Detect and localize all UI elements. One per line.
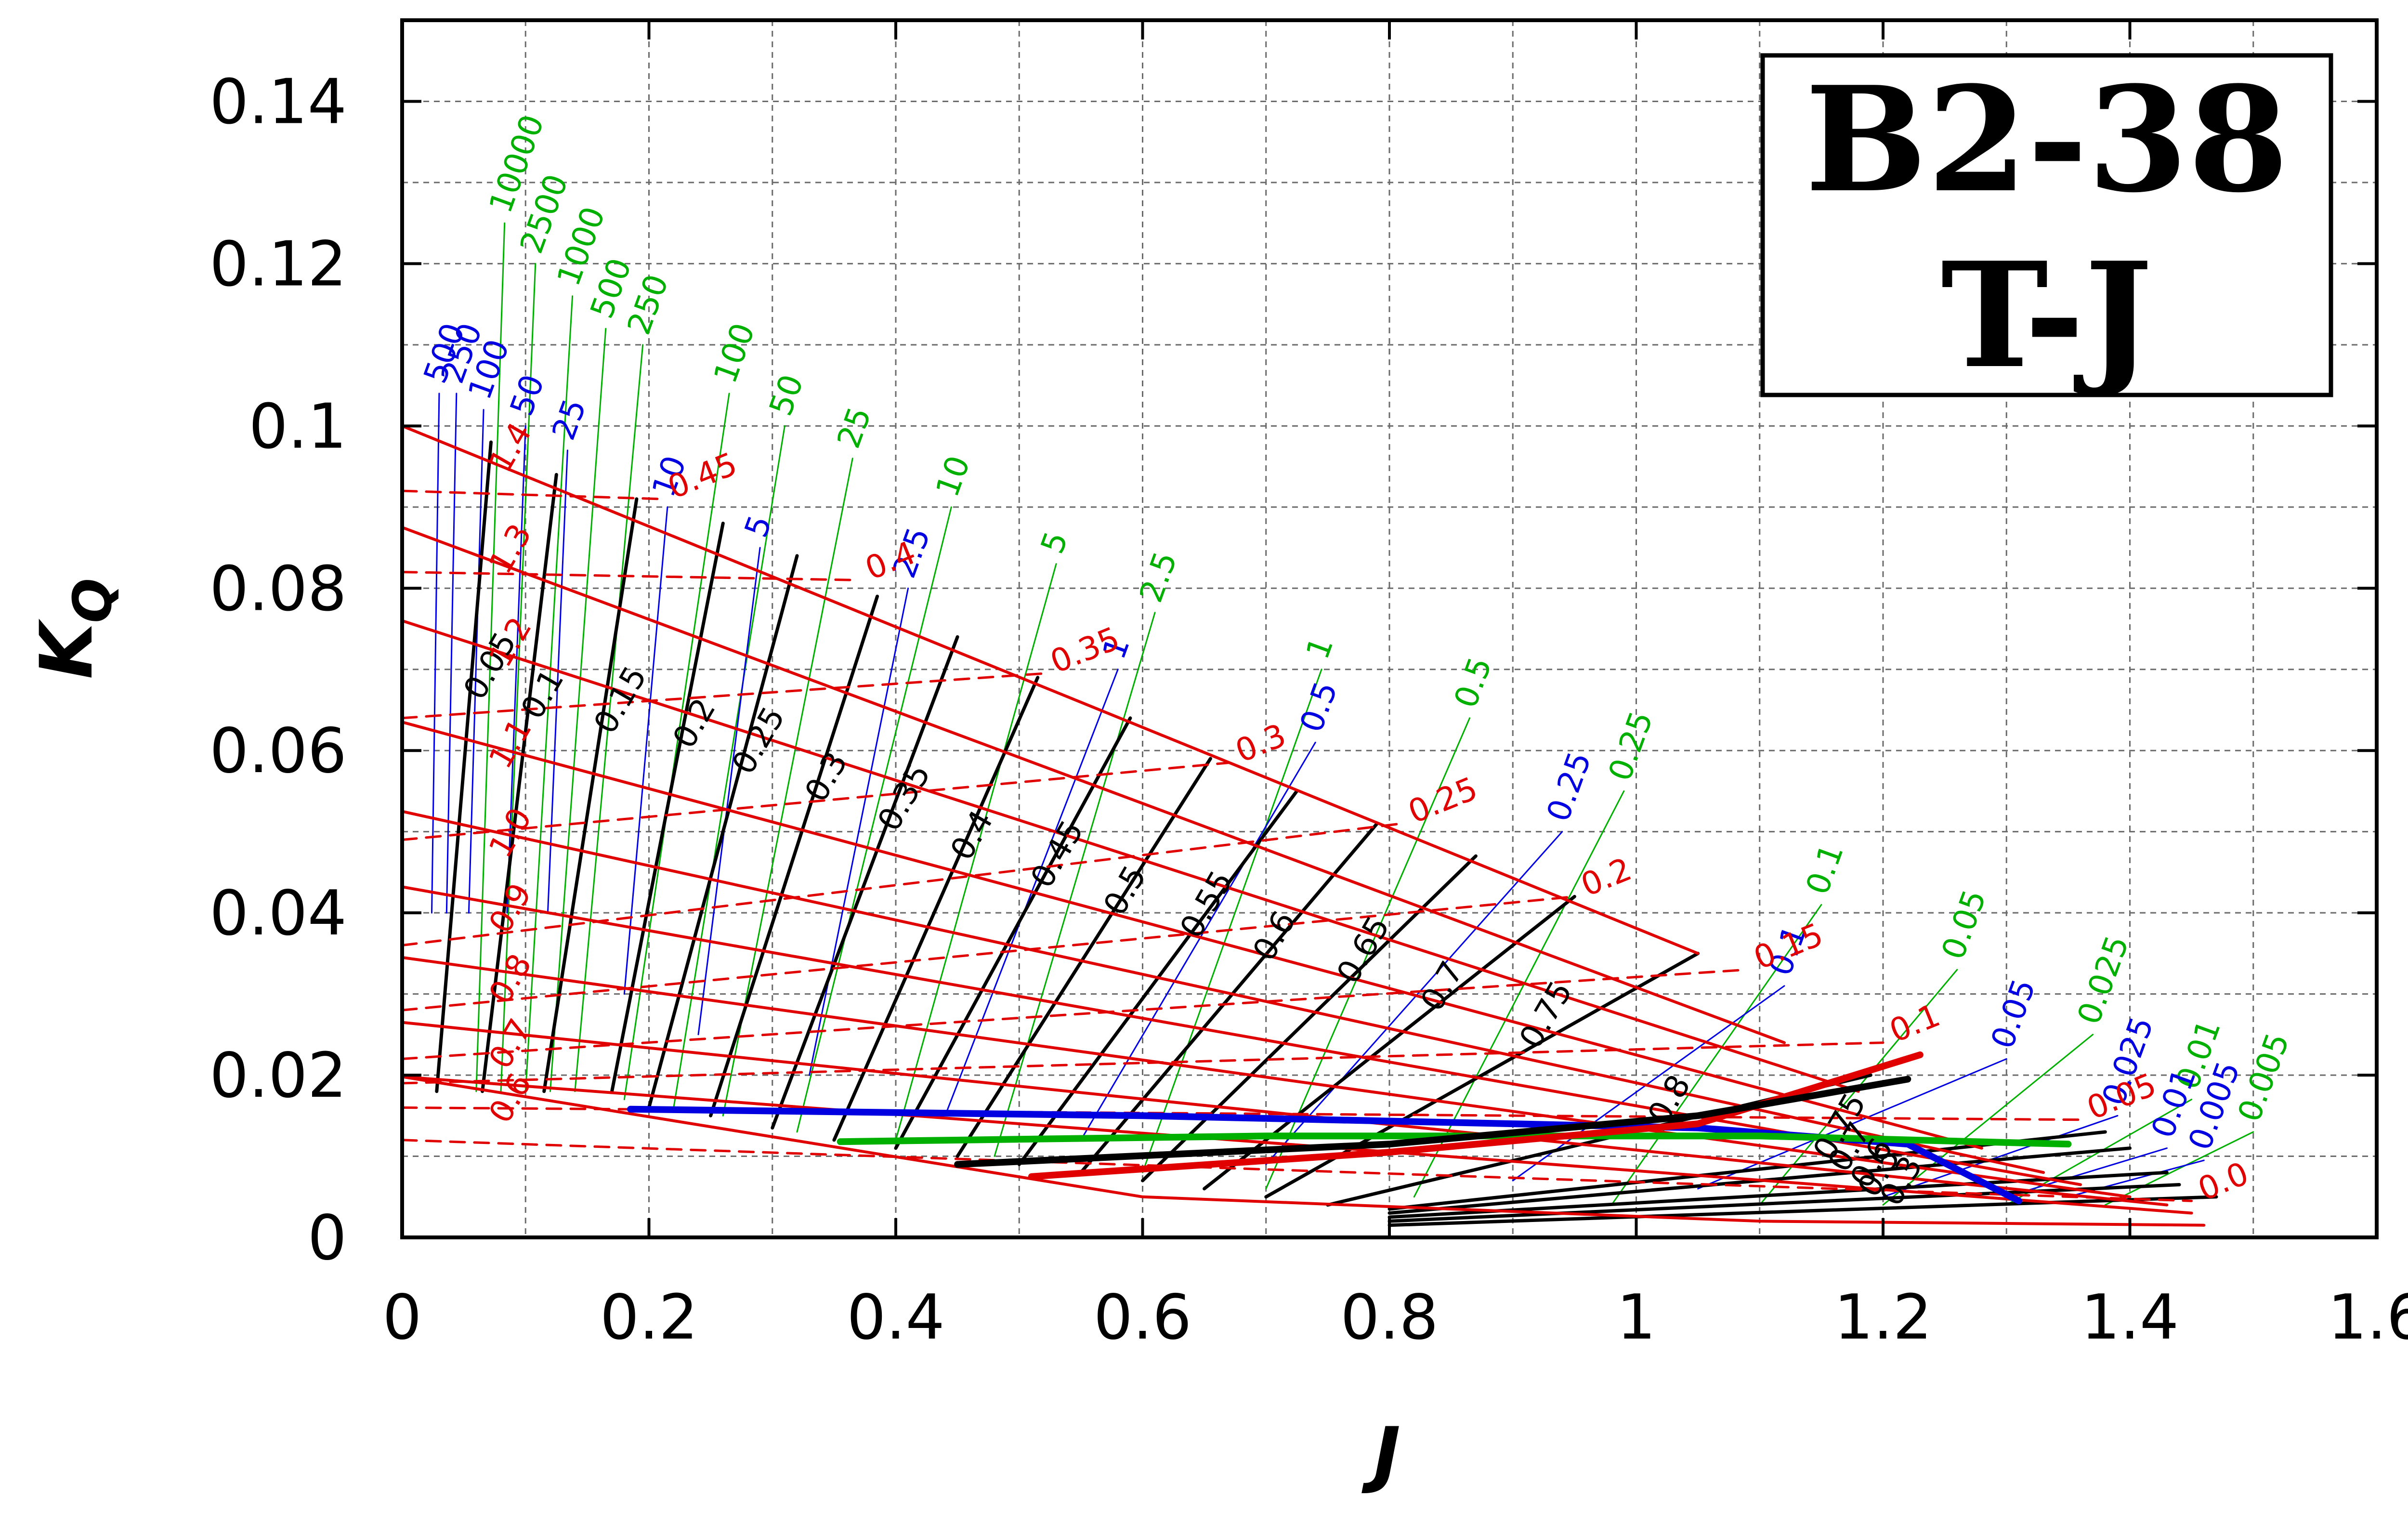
blue-curve bbox=[1882, 1115, 2119, 1198]
green-curve bbox=[1265, 717, 1471, 1190]
x-tick-label: 1 bbox=[1617, 1282, 1656, 1353]
blue-curve bbox=[1080, 741, 1316, 1141]
y-tick-label: 0.08 bbox=[209, 553, 347, 625]
pitch-line bbox=[402, 956, 2132, 1198]
x-tick-label: 1.6 bbox=[2328, 1282, 2408, 1353]
efficiency-line bbox=[435, 440, 493, 1093]
dashed-series-line bbox=[402, 1041, 1885, 1085]
blue-curve bbox=[697, 547, 761, 1036]
dashed-series-line bbox=[402, 571, 860, 581]
green-curve bbox=[895, 563, 1057, 1141]
blue-curve bbox=[431, 393, 440, 914]
green-curve bbox=[673, 425, 785, 1108]
pitch-boundary-line bbox=[402, 1075, 2206, 1227]
efficiency-line bbox=[709, 594, 879, 1117]
y-axis-label-main: K bbox=[25, 618, 109, 679]
green-curve bbox=[2104, 1131, 2254, 1206]
efficiency-line bbox=[1141, 854, 1478, 1182]
y-tick-label: 0.06 bbox=[209, 715, 347, 787]
y-axis-label: KQ bbox=[25, 578, 123, 679]
green-curve bbox=[550, 328, 607, 1092]
efficiency-line bbox=[1387, 1183, 2181, 1223]
x-tick-label: 0.8 bbox=[1340, 1282, 1439, 1353]
green-curve bbox=[1610, 904, 1822, 1206]
efficiency-line bbox=[610, 522, 725, 1093]
x-tick-label: 0 bbox=[382, 1282, 421, 1353]
blue-curve bbox=[809, 587, 909, 1076]
blue-curve bbox=[506, 425, 526, 914]
efficiency-line bbox=[1203, 894, 1576, 1191]
efficiency-line bbox=[481, 473, 558, 1093]
bold-curve bbox=[954, 1076, 1911, 1168]
dashed-series-line bbox=[402, 489, 663, 500]
dashed-series-line bbox=[402, 1139, 2193, 1202]
green-curve bbox=[994, 612, 1156, 1157]
efficiency-line bbox=[542, 497, 639, 1093]
blue-curve bbox=[623, 506, 668, 995]
y-tick-label: 0.04 bbox=[209, 878, 347, 949]
green-curve bbox=[1882, 1034, 2094, 1206]
blue-curve bbox=[1697, 1058, 2007, 1190]
blue-curve bbox=[2005, 1147, 2168, 1198]
y-tick-label: 0.02 bbox=[209, 1040, 347, 1112]
efficiency-line bbox=[832, 676, 1040, 1142]
green-curve bbox=[574, 344, 644, 1092]
y-tick-label: 0 bbox=[308, 1202, 347, 1274]
efficiency-line bbox=[771, 635, 959, 1130]
green-curve bbox=[1413, 790, 1625, 1198]
pitch-line bbox=[402, 810, 2045, 1174]
axis-ticks: 0 0.2 0.4 0.6 0.8 1 1.2 1.4 1.6 0 0.02 0.04 0.06 0.08… bbox=[209, 20, 2408, 1353]
dashed-series-line bbox=[402, 672, 1045, 720]
dashed-series-line bbox=[402, 895, 1576, 1012]
green-curve bbox=[500, 263, 537, 1092]
blue-curve bbox=[1265, 831, 1563, 1165]
x-tick-label: 0.4 bbox=[847, 1282, 945, 1353]
y-tick-label: 0.12 bbox=[209, 228, 347, 300]
plot-lines bbox=[402, 222, 2254, 1227]
dashed-series-line bbox=[402, 968, 1749, 1060]
efficiency-line bbox=[647, 554, 799, 1109]
x-tick-label: 1.4 bbox=[2081, 1282, 2179, 1353]
x-tick-label: 1.2 bbox=[1834, 1282, 1932, 1353]
y-axis-label-sub: Q bbox=[62, 578, 123, 623]
blue-curve bbox=[445, 393, 458, 914]
dashed-series-line bbox=[402, 762, 1230, 841]
title-line-1: B2-38 bbox=[1805, 54, 2289, 224]
blue-curve bbox=[547, 449, 568, 914]
bold-curve bbox=[1028, 1051, 1924, 1180]
green-curve bbox=[524, 295, 574, 1092]
x-tick-label: 0.6 bbox=[1094, 1282, 1192, 1353]
green-curve bbox=[475, 222, 506, 1092]
green-curve bbox=[623, 393, 730, 1101]
efficiency-line bbox=[1387, 1195, 2218, 1227]
title-line-2: T-J bbox=[1941, 230, 2153, 400]
efficiency-line bbox=[1387, 1170, 2169, 1219]
x-tick-label: 0.2 bbox=[600, 1282, 698, 1353]
pitch-line bbox=[402, 721, 1983, 1150]
green-curve bbox=[1142, 669, 1322, 1173]
pitch-line bbox=[402, 526, 1786, 1044]
green-curve bbox=[796, 506, 952, 1133]
efficiency-line bbox=[955, 757, 1212, 1158]
pitch-line bbox=[402, 424, 1700, 955]
title-box: B2-38 T-J bbox=[1760, 53, 2333, 400]
svg-text:KQ: KQ bbox=[25, 578, 123, 679]
y-tick-label: 0.1 bbox=[249, 391, 347, 462]
bold-curve bbox=[627, 1105, 2022, 1205]
y-tick-label: 0.14 bbox=[209, 66, 347, 138]
dashed-series-line bbox=[402, 822, 1403, 946]
